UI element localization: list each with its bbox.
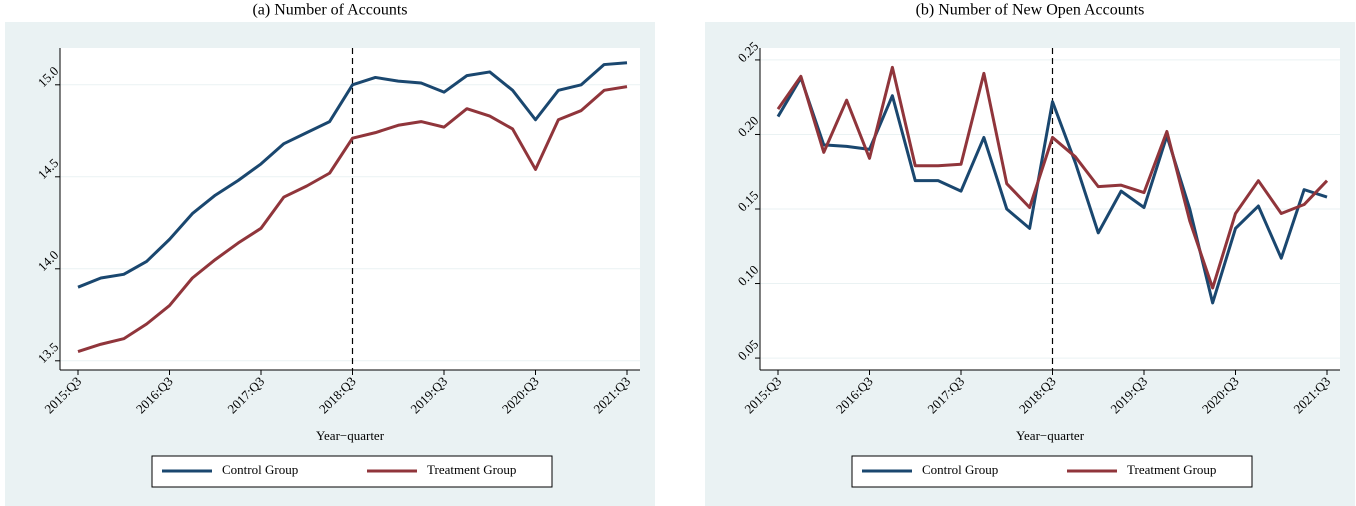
- x-axis-label: Year−quarter: [1016, 428, 1085, 443]
- data-line: [77, 85, 628, 354]
- legend-box: [851, 455, 1253, 488]
- legend-box: [151, 455, 553, 488]
- panel: (b) Number of New Open Accounts0.050.100…: [705, 2, 1355, 506]
- legend-label: Treatment Group: [1127, 462, 1216, 477]
- legend-label: Control Group: [222, 462, 298, 477]
- data-line: [776, 65, 1329, 290]
- chart-title: (b) Number of New Open Accounts: [916, 2, 1145, 19]
- x-axis-label: Year−quarter: [316, 428, 385, 443]
- data-line: [776, 76, 1328, 305]
- chart-title: (a) Number of Accounts: [252, 2, 407, 19]
- data-line: [77, 61, 628, 289]
- panel: (a) Number of Accounts13.514.014.515.020…: [5, 2, 655, 506]
- legend-label: Control Group: [922, 462, 998, 477]
- legend-label: Treatment Group: [427, 462, 516, 477]
